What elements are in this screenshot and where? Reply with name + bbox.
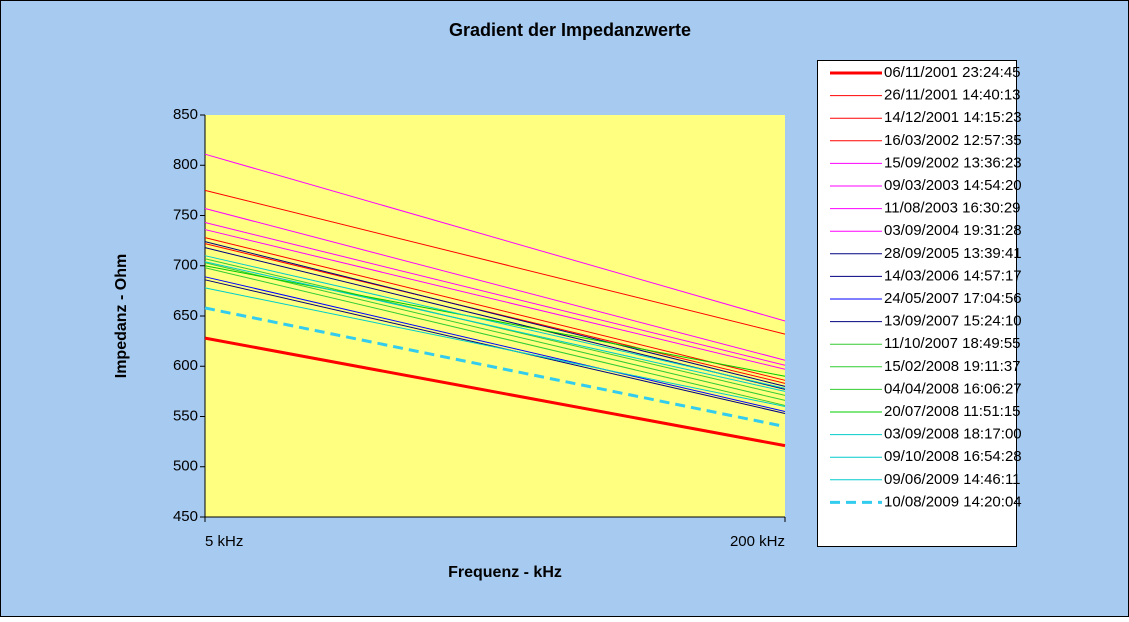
y-tick-label: 650 xyxy=(173,307,198,324)
legend-box xyxy=(817,60,1017,547)
legend-label: 06/11/2001 23:24:45 xyxy=(884,64,1021,81)
series-line xyxy=(204,287,786,407)
y-axis-label: Impedanz - Ohm xyxy=(113,254,130,378)
legend-label: 11/08/2003 16:30:29 xyxy=(884,200,1021,217)
series-line xyxy=(204,229,786,370)
series-line xyxy=(204,306,786,429)
series-line xyxy=(204,237,786,381)
y-tick-label: 750 xyxy=(173,206,198,223)
x-tick-label: 5 kHz xyxy=(205,533,243,550)
legend-label: 28/09/2005 13:39:41 xyxy=(884,245,1022,262)
chart-title: Gradient der Impedanzwerte xyxy=(449,20,691,40)
legend-label: 11/10/2007 18:49:55 xyxy=(884,335,1021,352)
series-line xyxy=(204,261,786,392)
legend-label: 09/06/2009 14:46:11 xyxy=(884,471,1021,488)
legend-label: 04/04/2008 16:06:27 xyxy=(884,380,1022,397)
legend-label: 24/05/2007 17:04:56 xyxy=(884,290,1022,307)
legend-label: 03/09/2004 19:31:28 xyxy=(884,222,1022,239)
series-line xyxy=(204,207,786,361)
series-line xyxy=(204,276,786,412)
legend-label: 10/08/2009 14:20:04 xyxy=(884,493,1022,510)
y-tick-label: 550 xyxy=(173,407,198,424)
legend-label: 03/09/2008 18:17:00 xyxy=(884,426,1022,443)
legend-label: 13/09/2007 15:24:10 xyxy=(884,313,1022,330)
series-line xyxy=(204,262,786,401)
series-line xyxy=(204,255,786,389)
y-tick-label: 600 xyxy=(173,357,198,374)
legend-label: 09/10/2008 16:54:28 xyxy=(884,448,1022,465)
y-tick-label: 500 xyxy=(173,458,198,475)
plot-area xyxy=(205,115,785,517)
series-line xyxy=(204,189,786,335)
series-line xyxy=(204,265,786,377)
series-line xyxy=(204,153,786,322)
legend-label: 14/03/2006 14:57:17 xyxy=(884,267,1022,284)
legend-label: 15/02/2008 19:11:37 xyxy=(884,358,1021,375)
series-line xyxy=(204,222,786,366)
y-tick-label: 850 xyxy=(173,106,198,123)
series-line xyxy=(204,267,786,406)
series-line xyxy=(204,336,786,448)
legend-label: 09/03/2003 14:54:20 xyxy=(884,177,1022,194)
series-line xyxy=(204,241,786,387)
legend-label: 15/09/2002 13:36:23 xyxy=(884,154,1022,171)
y-tick-label: 700 xyxy=(173,257,198,274)
legend-label: 14/12/2001 14:15:23 xyxy=(884,109,1022,126)
y-tick-label: 450 xyxy=(173,508,198,525)
legend-label: 20/07/2008 11:51:15 xyxy=(884,403,1021,420)
legend-label: 16/03/2002 12:57:35 xyxy=(884,132,1022,149)
legend-label: 26/11/2001 14:40:13 xyxy=(884,87,1021,104)
x-tick-label: 200 kHz xyxy=(730,533,785,550)
y-tick-label: 800 xyxy=(173,156,198,173)
x-axis-label: Frequenz - kHz xyxy=(448,564,562,581)
